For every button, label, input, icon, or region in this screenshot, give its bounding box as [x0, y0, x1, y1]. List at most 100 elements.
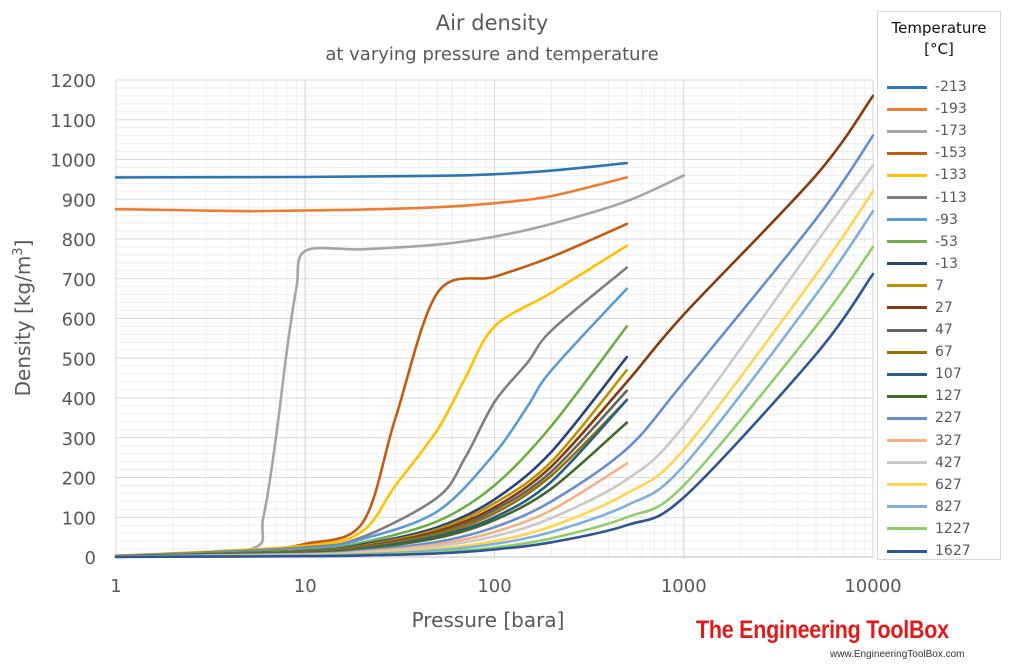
x-tick-label: 1000: [661, 576, 707, 597]
y-tick-label: 1200: [50, 71, 96, 92]
series-line--173: [114, 174, 686, 557]
legend-label: 1627: [935, 543, 971, 560]
legend-item--13: -13: [878, 253, 1000, 275]
series-line--93: [114, 287, 629, 558]
y-tick-label: 700: [62, 270, 96, 291]
y-tick-label: 100: [62, 508, 96, 529]
legend-swatch: [887, 505, 927, 509]
legend-label: 1227: [935, 520, 971, 537]
legend-swatch: [887, 549, 927, 553]
legend-item-7: 7: [878, 275, 1000, 297]
legend-label: -93: [935, 211, 958, 228]
legend-label: 107: [935, 366, 962, 383]
legend-swatch: [887, 218, 927, 222]
y-tick-label: 1000: [50, 151, 96, 172]
legend-label: 227: [935, 410, 962, 427]
legend-item--173: -173: [878, 120, 1000, 142]
y-tick-label: 600: [62, 310, 96, 331]
series-line--193: [114, 176, 629, 213]
legend-item-1627: 1627: [878, 540, 1000, 562]
legend-item-107: 107: [878, 363, 1000, 385]
x-tick-label: 100: [477, 576, 511, 597]
legend-swatch: [887, 439, 927, 443]
legend-swatch: [887, 306, 927, 310]
legend-item--153: -153: [878, 142, 1000, 164]
legend-swatch: [887, 350, 927, 354]
x-tick-label: 10: [294, 576, 317, 597]
series-lines: [114, 94, 875, 559]
legend-item-67: 67: [878, 341, 1000, 363]
chart-subtitle: at varying pressure and temperature: [325, 44, 658, 65]
legend-label: -113: [935, 189, 967, 206]
legend-label: 67: [935, 344, 953, 361]
legend-swatch: [887, 85, 927, 89]
legend-label: 127: [935, 388, 962, 405]
legend-item-27: 27: [878, 297, 1000, 319]
x-tick-label: 10000: [844, 576, 901, 597]
watermark-url: www.EngineeringToolBox.com: [830, 649, 965, 660]
legend-item-327: 327: [878, 430, 1000, 452]
legend-label: -133: [935, 167, 967, 184]
legend-label: 7: [935, 277, 944, 294]
y-tick-label: 500: [62, 349, 96, 370]
legend: Temperature [°C] -213 -193 -173 -153 -133 -11…: [877, 11, 1001, 560]
legend-item--133: -133: [878, 164, 1000, 186]
legend-swatch: [887, 240, 927, 244]
y-tick-label: 0: [85, 548, 96, 569]
legend-label: 427: [935, 454, 962, 471]
legend-items: -213 -193 -173 -153 -133 -113 -93 -53 -13 7 27 47 67…: [878, 76, 1000, 562]
legend-label: 47: [935, 322, 953, 339]
axis-tick-labels: 0100200300400500600700800900100011001200…: [50, 71, 901, 597]
legend-swatch: [887, 372, 927, 376]
y-tick-label: 900: [62, 190, 96, 211]
legend-swatch: [887, 394, 927, 398]
legend-swatch: [887, 483, 927, 487]
legend-label: 827: [935, 498, 962, 515]
legend-swatch: [887, 107, 927, 111]
legend-title: Temperature [°C]: [891, 19, 987, 58]
x-tick-label: 1: [110, 576, 121, 597]
legend-item-1227: 1227: [878, 518, 1000, 540]
legend-item-227: 227: [878, 407, 1000, 429]
legend-label: -153: [935, 145, 967, 162]
legend-swatch: [887, 461, 927, 465]
y-tick-label: 200: [62, 469, 96, 490]
legend-swatch: [887, 173, 927, 177]
legend-swatch: [887, 416, 927, 420]
legend-item-627: 627: [878, 474, 1000, 496]
engineering-toolbox-watermark: The Engineering ToolBox www.EngineeringT…: [692, 612, 1002, 664]
y-tick-label: 800: [62, 230, 96, 251]
legend-swatch: [887, 284, 927, 288]
legend-label: -13: [935, 255, 958, 272]
legend-swatch: [887, 151, 927, 155]
legend-item-127: 127: [878, 385, 1000, 407]
legend-label: 327: [935, 432, 962, 449]
series-line-1627: [114, 272, 875, 559]
legend-swatch: [887, 328, 927, 332]
legend-item--213: -213: [878, 76, 1000, 98]
chart-title: Air density: [436, 11, 549, 35]
legend-label: -193: [935, 101, 967, 118]
major-gridlines: [115, 79, 874, 558]
series-line--213: [114, 161, 629, 179]
y-tick-label: 400: [62, 389, 96, 410]
legend-item-427: 427: [878, 452, 1000, 474]
legend-item--93: -93: [878, 209, 1000, 231]
x-axis-label: Pressure [bara]: [412, 608, 565, 632]
legend-label: -53: [935, 233, 958, 250]
legend-label: -173: [935, 123, 967, 140]
legend-swatch: [887, 262, 927, 266]
legend-item--113: -113: [878, 186, 1000, 208]
legend-swatch: [887, 196, 927, 200]
legend-label: 27: [935, 299, 953, 316]
legend-label: -213: [935, 79, 967, 96]
legend-item-47: 47: [878, 319, 1000, 341]
legend-item--193: -193: [878, 98, 1000, 120]
legend-label: 627: [935, 476, 962, 493]
watermark-brand: The Engineering ToolBox: [696, 616, 949, 644]
legend-swatch: [887, 527, 927, 531]
legend-item-827: 827: [878, 496, 1000, 518]
legend-swatch: [887, 129, 927, 133]
series-line--133: [114, 244, 629, 558]
